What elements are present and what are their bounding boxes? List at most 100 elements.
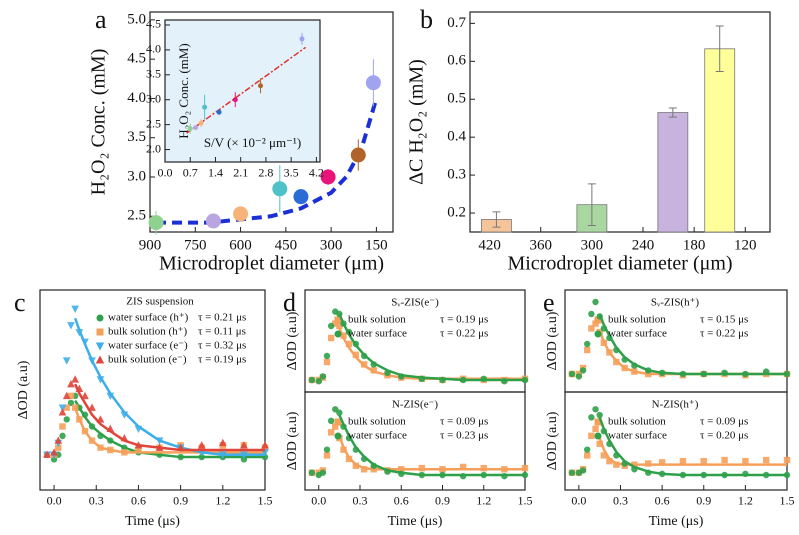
data-point (187, 126, 193, 132)
data-point (71, 305, 79, 313)
legend-label: water surface (e⁻) (108, 340, 188, 352)
legend-label: bulk solution (608, 314, 666, 326)
data-point (588, 325, 595, 332)
data-point (216, 109, 222, 115)
data-point (579, 467, 587, 474)
x-tick-label: 0.3 (613, 493, 628, 507)
y-tick-label: 3.5 (127, 129, 146, 145)
panel-label: b (420, 5, 433, 34)
x-axis-label: Microdroplet diameter (μm) (159, 253, 384, 275)
fit-line (338, 435, 525, 471)
data-point (193, 125, 199, 131)
error-bar (492, 211, 501, 228)
data-point (596, 411, 603, 419)
x-tick-label: 180 (683, 237, 706, 253)
legend-label: bulk solution (348, 416, 406, 428)
data-point (345, 340, 353, 348)
x-tick-label: 0.9 (696, 493, 711, 507)
fit-line (73, 317, 265, 456)
y-tick-label: 4.0 (146, 42, 161, 56)
fit-line (74, 399, 265, 459)
y-axis-label: ΔOD (a.u) (16, 360, 31, 419)
data-point (352, 351, 360, 358)
legend-label: water surface (608, 328, 667, 340)
y-tick-label: 0.5 (447, 91, 466, 107)
data-point (327, 334, 335, 342)
data-point (308, 376, 316, 384)
legend-title: Sᵥ-ZIS(h⁺) (651, 297, 699, 309)
y-axis-label: H₂O₂ Conc. (mM) (88, 49, 110, 196)
y-axis-label: ΔOD (a.u) (285, 411, 300, 470)
y-axis-label: ΔOD (a.u) (545, 311, 560, 370)
y-axis-label: ΔC H₂O₂ (mM) (406, 59, 428, 185)
data-point (81, 391, 89, 400)
legend-tau: τ = 0.32 μs (198, 340, 246, 352)
data-point (272, 181, 288, 197)
y-tick-label: 2.0 (146, 141, 161, 155)
data-point (584, 446, 591, 453)
x-tick-label: 150 (365, 237, 388, 253)
data-point (700, 457, 707, 465)
legend-tau: τ = 0.11 μs (198, 326, 246, 338)
data-point (568, 469, 576, 476)
data-point (319, 373, 327, 380)
data-point (323, 446, 331, 453)
data-point (588, 432, 595, 440)
data-point (327, 322, 335, 330)
data-point (63, 404, 70, 411)
plot-frame (469, 11, 771, 233)
x-tick-label: 1.5 (258, 493, 273, 507)
y-tick-label: 0.2 (447, 204, 466, 220)
fit-line (598, 416, 787, 477)
data-point (783, 456, 791, 464)
data-point (588, 414, 595, 421)
legend-tau: τ = 0.23 μs (440, 430, 488, 442)
error-bar (587, 183, 596, 227)
legend-marker (334, 432, 342, 440)
legend-marker (334, 330, 342, 338)
data-point (59, 423, 66, 430)
bar (704, 48, 736, 233)
legend-label: water surface (348, 430, 407, 442)
data-point (261, 441, 269, 449)
x-tick-label: 0.0 (158, 165, 173, 179)
y-tick-label: 3.0 (127, 168, 146, 184)
fit-line (598, 437, 787, 466)
data-point (58, 404, 67, 412)
data-point (323, 452, 331, 459)
legend-marker (96, 328, 104, 336)
panel-label: c (14, 288, 26, 317)
data-point (592, 320, 599, 327)
data-point (315, 378, 322, 385)
x-tick-label: 1.5 (518, 493, 533, 507)
data-point (319, 469, 327, 476)
legend-tau: τ = 0.09 μs (440, 416, 488, 428)
y-axis-label: H₂O₂ Conc. (mM) (176, 43, 191, 138)
y-tick-label: 0.3 (447, 167, 466, 183)
x-tick-label: 900 (139, 237, 162, 253)
legend-label: bulk solution (608, 416, 666, 428)
data-point (332, 423, 339, 430)
fit-line (73, 407, 265, 454)
y-tick-label: 4.5 (127, 51, 146, 67)
legend-tau: τ = 0.20 μs (700, 430, 748, 442)
y-tick-label: 0.7 (447, 15, 466, 31)
panel-label: a (95, 5, 107, 34)
x-tick-label: 360 (529, 237, 552, 253)
inset-frame (164, 19, 321, 163)
data-point (592, 298, 599, 306)
data-point (218, 438, 227, 447)
data-point (148, 215, 164, 231)
fit-line (338, 414, 525, 477)
x-tick-label: 0.0 (311, 493, 326, 507)
x-tick-label: 0.3 (353, 493, 368, 507)
data-point (584, 452, 591, 459)
x-tick-label: 1.5 (780, 493, 795, 507)
data-point (332, 320, 339, 327)
data-point (205, 213, 221, 229)
data-point (323, 358, 331, 366)
data-point (721, 456, 728, 464)
y-tick-label: 3.0 (146, 91, 161, 105)
legend-marker (594, 432, 602, 440)
